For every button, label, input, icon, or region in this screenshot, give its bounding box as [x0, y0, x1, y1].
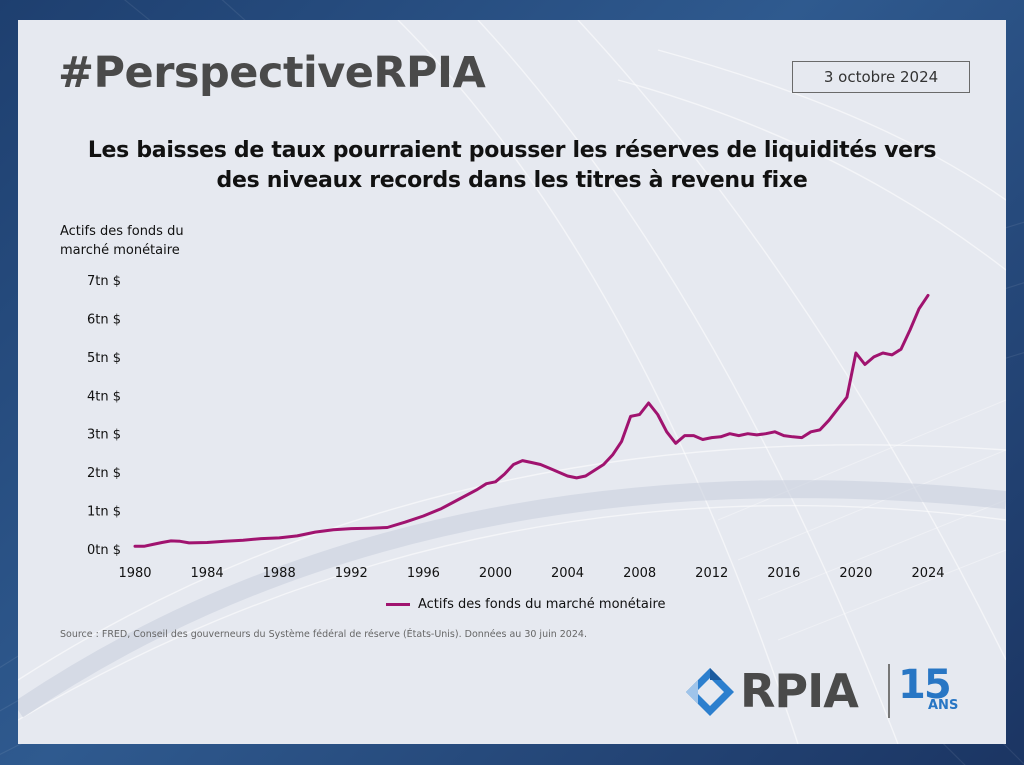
x-tick-label: 2016 [767, 566, 800, 581]
x-tick-label: 1996 [407, 566, 440, 581]
y-axis-label-line-1: Actifs des fonds du [60, 224, 184, 239]
y-axis-label: Actifs des fonds du marché monétaire [60, 222, 220, 260]
date-badge: 3 octobre 2024 [792, 61, 970, 93]
logo-anniversary-label: ANS [928, 698, 959, 713]
x-tick-label: 2020 [839, 566, 872, 581]
y-axis-label-line-2: marché monétaire [60, 243, 180, 258]
legend-swatch [386, 603, 410, 606]
x-tick-label: 1988 [263, 566, 296, 581]
logo-anniversary-number: 15 [898, 662, 952, 708]
series-layer [133, 293, 930, 548]
source-note: Source : FRED, Conseil des gouverneurs d… [60, 629, 587, 640]
x-tick-label: 2008 [623, 566, 656, 581]
y-tick-label: 4tn $ [87, 389, 121, 404]
card-decoration [18, 20, 1006, 744]
chart-title-line-2: des niveaux records dans les titres à re… [216, 168, 808, 193]
x-axis-ticks: 1980 1984 1988 1992 1996 2000 2004 2008 2012 2016… [118, 566, 944, 581]
hashtag-title: #PerspectiveRPIA [58, 48, 486, 98]
x-tick-label: 2000 [479, 566, 512, 581]
logo-wordmark: RPIA [740, 664, 859, 718]
y-tick-label: 7tn $ [87, 274, 121, 289]
y-tick-label: 1tn $ [87, 505, 121, 520]
x-tick-label: 1980 [118, 566, 151, 581]
series-line [133, 293, 930, 548]
rpia-logo: RPIA 15 ANS [682, 662, 982, 722]
x-tick-label: 2012 [695, 566, 728, 581]
rpia-diamond-icon [686, 668, 734, 716]
content-card: #PerspectiveRPIA 3 octobre 2024 Les bais… [18, 20, 1006, 744]
chart-title: Les baisses de taux pourraient pousser l… [18, 136, 1006, 196]
legend-label: Actifs des fonds du marché monétaire [418, 597, 666, 612]
logo-divider [888, 664, 890, 718]
x-tick-label: 2024 [911, 566, 944, 581]
x-tick-label: 2004 [551, 566, 584, 581]
y-tick-label: 2tn $ [87, 466, 121, 481]
y-tick-label: 5tn $ [87, 351, 121, 366]
legend: Actifs des fonds du marché monétaire [386, 597, 666, 612]
x-tick-label: 1984 [191, 566, 224, 581]
y-tick-label: 6tn $ [87, 312, 121, 327]
y-axis-ticks: 0tn $ 1tn $ 2tn $ 3tn $ 4tn $ 5tn $ 6tn $ 7tn $ [87, 274, 121, 558]
y-tick-label: 3tn $ [87, 428, 121, 443]
chart-title-line-1: Les baisses de taux pourraient pousser l… [87, 138, 937, 163]
y-tick-label: 0tn $ [87, 543, 121, 558]
line-chart: 0tn $ 1tn $ 2tn $ 3tn $ 4tn $ 5tn $ 6tn $ 7tn $… [87, 274, 945, 581]
x-tick-label: 1992 [335, 566, 368, 581]
